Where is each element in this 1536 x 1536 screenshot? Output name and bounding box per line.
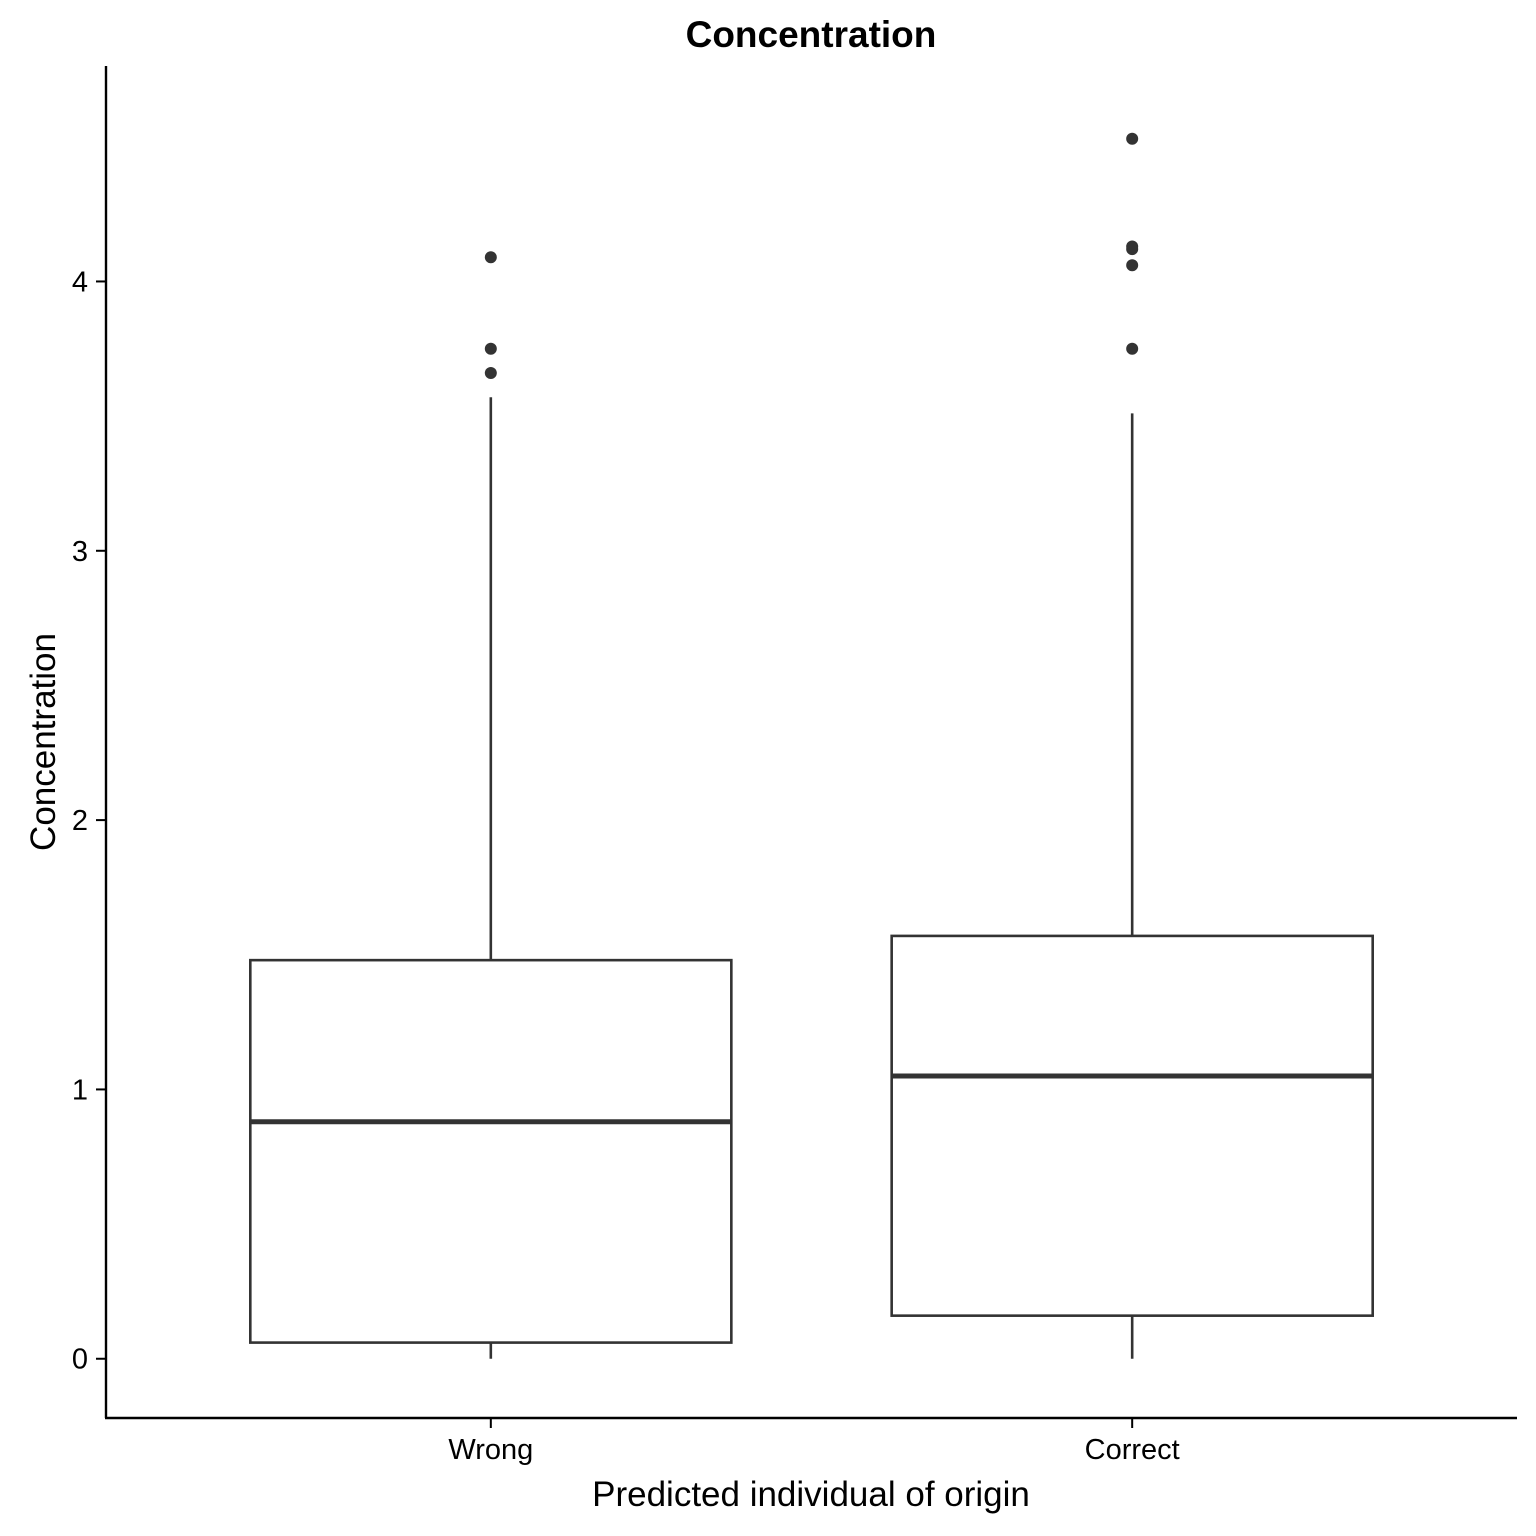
box-body-correct xyxy=(890,934,1374,1317)
y-tick-label: 0 xyxy=(72,1344,88,1376)
outlier-point-correct xyxy=(1126,342,1139,355)
y-tick-label: 1 xyxy=(72,1074,88,1106)
x-axis-ticks: Wrong Correct xyxy=(448,1418,1180,1466)
box-wrong xyxy=(249,251,733,1359)
y-axis-title: Concentration xyxy=(24,633,63,851)
outlier-point-wrong xyxy=(484,367,497,380)
x-tick-label: Wrong xyxy=(448,1434,533,1466)
outlier-point-wrong xyxy=(484,251,497,264)
y-axis-ticks: 0 1 2 3 4 xyxy=(72,266,106,1376)
x-tick-label: Correct xyxy=(1085,1434,1180,1466)
x-axis-title: Predicted individual of origin xyxy=(592,1475,1030,1514)
y-tick-label: 3 xyxy=(72,536,88,568)
chart-title: Concentration xyxy=(686,14,937,55)
y-tick-label: 4 xyxy=(72,266,88,298)
outlier-point-correct xyxy=(1126,240,1139,253)
box-correct xyxy=(890,132,1374,1359)
outlier-point-wrong xyxy=(484,342,497,355)
outlier-point-correct xyxy=(1126,259,1139,272)
outlier-point-correct xyxy=(1126,132,1139,145)
plot-area xyxy=(249,132,1374,1359)
y-tick-label: 2 xyxy=(72,805,88,837)
box-body-wrong xyxy=(249,958,733,1344)
